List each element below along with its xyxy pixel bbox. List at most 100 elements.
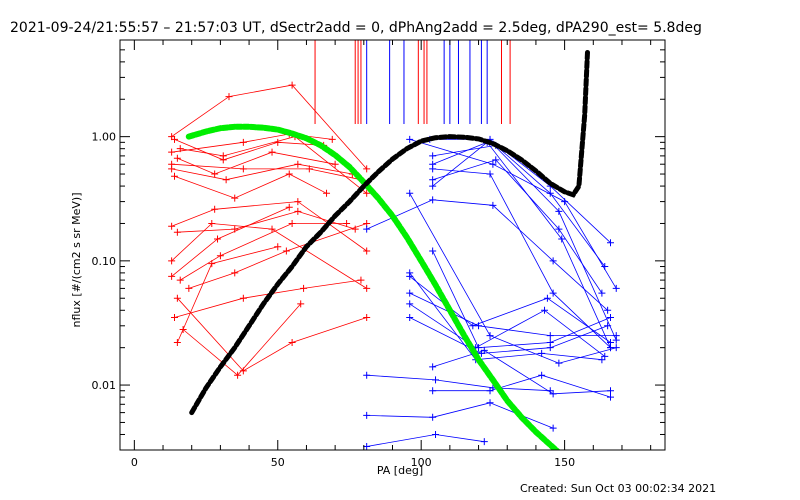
red-data-point — [173, 339, 181, 347]
blue-series-line — [409, 139, 617, 289]
blue-data-point — [546, 332, 554, 340]
red-series-line — [171, 84, 367, 170]
red-data-point — [363, 247, 371, 255]
red-data-point — [357, 276, 365, 284]
red-data-point — [363, 165, 371, 173]
blue-data-point — [561, 198, 569, 206]
blue-data-point — [598, 356, 606, 364]
red-data-point — [168, 160, 176, 168]
blue-data-point — [486, 399, 494, 407]
blue-data-point — [612, 344, 620, 352]
red-data-point — [222, 176, 230, 184]
blue-data-point — [363, 411, 371, 419]
blue-data-point — [363, 225, 371, 233]
blue-series-line — [409, 317, 608, 354]
red-data-point — [274, 138, 282, 146]
red-series-line — [174, 139, 324, 161]
red-series-line — [188, 223, 367, 289]
red-data-point — [239, 165, 247, 173]
red-data-point — [173, 294, 181, 302]
blue-data-point — [406, 313, 414, 321]
blue-series-line — [432, 144, 606, 267]
blue-data-point — [429, 182, 437, 190]
vertical-markers — [314, 40, 511, 124]
chart-title: 2021-09-24/21:55:57 – 21:57:03 UT, dSect… — [10, 20, 702, 36]
red-data-point — [285, 170, 293, 178]
red-data-point — [216, 252, 224, 260]
blue-data-point — [612, 332, 620, 340]
blue-data-point — [489, 201, 497, 209]
red-data-point — [288, 339, 296, 347]
blue-data-point — [480, 346, 488, 354]
blue-data-point — [429, 387, 437, 395]
blue-data-point — [549, 424, 557, 432]
red-data-point — [282, 247, 290, 255]
red-data-point — [285, 203, 293, 211]
blue-data-point — [363, 443, 371, 450]
red-data-point — [168, 257, 176, 265]
red-series-line — [171, 206, 290, 277]
blue-data-point — [363, 371, 371, 379]
blue-data-point — [607, 313, 614, 321]
red-data-point — [288, 81, 296, 89]
red-data-point — [211, 205, 219, 213]
blue-data-point — [538, 371, 546, 379]
red-series-line — [177, 210, 356, 233]
y-axis-label: nflux [#/(cm2 s sr MeV)] — [70, 193, 83, 328]
blue-data-point — [489, 160, 497, 168]
red-data-point — [225, 93, 233, 101]
red-data-point — [294, 160, 302, 168]
red-data-point — [294, 207, 302, 215]
red-data-point — [288, 219, 296, 227]
red-data-point — [185, 284, 193, 292]
blue-series-line — [366, 199, 608, 311]
red-series-line — [171, 201, 367, 252]
y-tick-label: 0.01 — [92, 379, 117, 392]
blue-data-point — [406, 189, 414, 197]
blue-series-line — [366, 374, 551, 392]
blue-data-point — [549, 289, 557, 297]
blue-series-line — [409, 272, 602, 361]
red-data-point — [268, 148, 276, 156]
created-footer: Created: Sun Oct 03 00:02:34 2021 — [520, 482, 716, 495]
red-data-point — [239, 294, 247, 302]
red-data-point — [219, 152, 227, 160]
blue-data-point — [486, 170, 494, 178]
red-series-line — [177, 151, 336, 175]
blue-series-line — [409, 276, 611, 343]
red-data-point — [363, 313, 371, 321]
blue-series-line — [432, 159, 603, 294]
red-data-point — [171, 135, 178, 143]
red-series-line — [171, 223, 367, 289]
red-data-point — [176, 145, 184, 153]
blue-data-point — [543, 294, 551, 302]
blue-series-line — [432, 140, 617, 341]
x-tick-label: 100 — [411, 456, 432, 469]
red-data-point — [171, 313, 178, 321]
x-tick-label: 0 — [131, 456, 138, 469]
red-data-point — [176, 276, 184, 284]
blue-data-point — [604, 322, 612, 330]
red-data-point — [351, 225, 359, 233]
red-data-point — [328, 135, 336, 143]
blue-data-point — [429, 196, 437, 204]
red-data-point — [331, 160, 339, 168]
red-data-point — [297, 300, 305, 308]
blue-data-point — [612, 284, 620, 292]
blue-data-point — [486, 332, 494, 340]
red-data-point — [305, 165, 313, 173]
red-data-point — [239, 138, 247, 146]
red-data-point — [234, 371, 242, 379]
model-curves — [185, 47, 591, 450]
blue-data-point — [429, 152, 437, 160]
blue-data-point — [432, 430, 440, 438]
blue-data-point — [429, 363, 437, 371]
blue-data-point — [429, 247, 437, 255]
blue-data-point — [555, 359, 563, 367]
blue-series-line — [432, 141, 611, 348]
red-data-point — [231, 269, 239, 277]
blue-data-point — [432, 376, 440, 384]
blue-data-point — [604, 306, 612, 314]
blue-data-point — [601, 352, 609, 360]
blue-data-point — [549, 257, 557, 265]
